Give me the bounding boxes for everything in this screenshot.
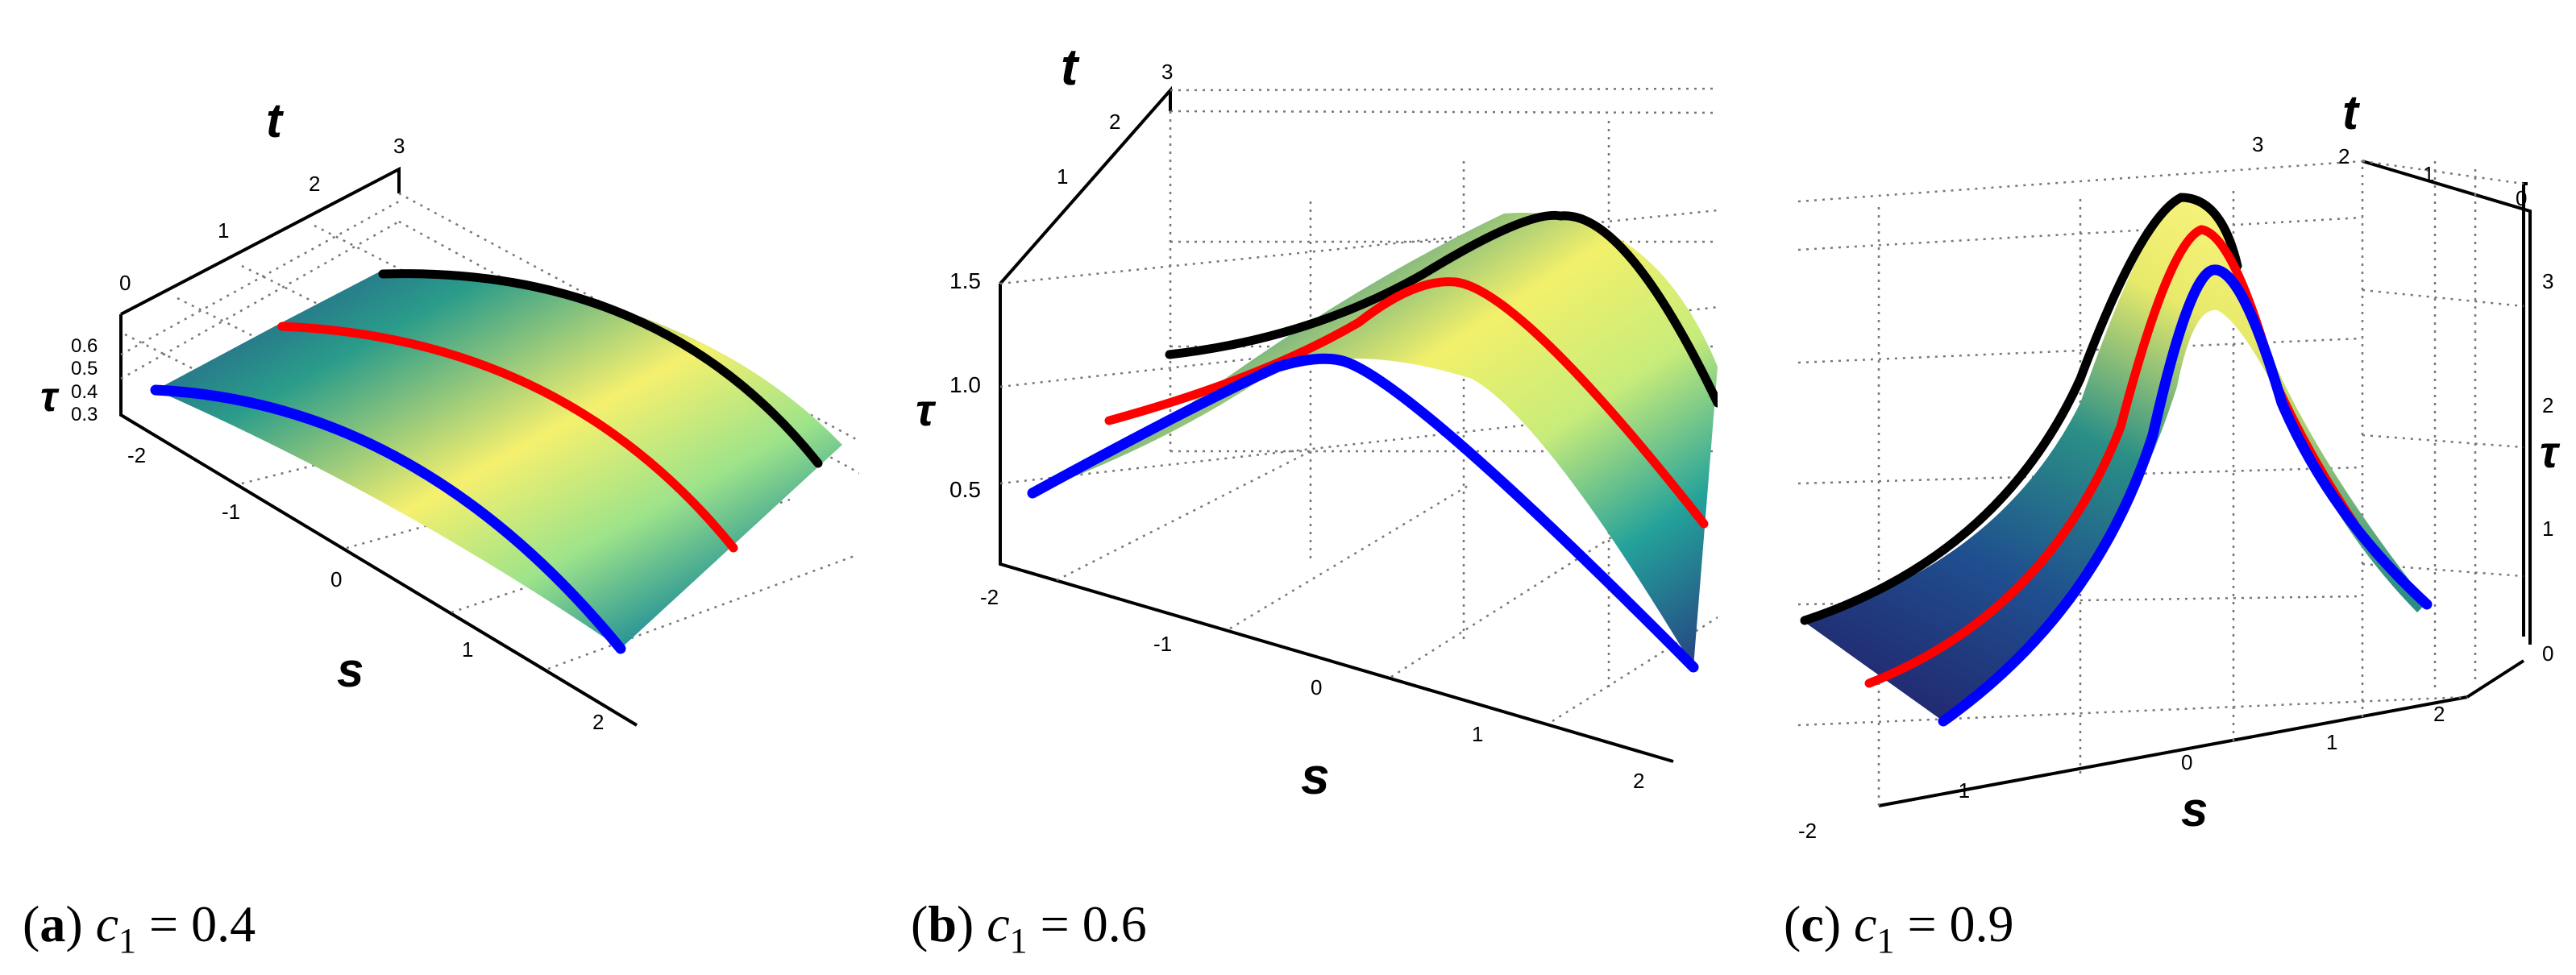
y-tick-label: 1 bbox=[1057, 164, 1068, 189]
z-ticks-b: 1.5 1.0 0.5 bbox=[949, 268, 981, 502]
caption-sub: 1 bbox=[118, 920, 137, 960]
z-tick-label: 0.5 bbox=[71, 358, 98, 380]
x-tick-label: 1 bbox=[2326, 730, 2337, 754]
surface-plot-b: -2 -1 0 1 2 1 2 3 1.5 1.0 0.5 s t τ bbox=[916, 38, 1718, 805]
caption-value: 0.9 bbox=[1949, 895, 2014, 952]
x-tick-label: 1 bbox=[462, 637, 473, 662]
z-tick-label: 0.6 bbox=[71, 335, 98, 357]
axis-label-tau: τ bbox=[2540, 426, 2561, 477]
axis-label-t: t bbox=[266, 93, 285, 147]
y-ticks-c: 3 2 1 0 bbox=[2252, 132, 2527, 210]
x-tick-label: -2 bbox=[980, 585, 999, 609]
caption-a: (a) c1 = 0.4 bbox=[23, 895, 256, 960]
x-tick-label: -1 bbox=[222, 500, 240, 524]
z-tick-label: 0.4 bbox=[71, 381, 98, 403]
x-tick-label: -1 bbox=[1153, 632, 1172, 656]
x-tick-label: 0 bbox=[330, 567, 342, 591]
curve-red-a bbox=[277, 322, 738, 553]
axis-label-tau: τ bbox=[40, 374, 60, 421]
z-ticks-a: 0.6 0.5 0.4 0.3 bbox=[71, 335, 98, 425]
y-tick-label: 1 bbox=[2423, 162, 2434, 186]
caption-value: 0.6 bbox=[1082, 895, 1147, 952]
caption-rel: = bbox=[136, 895, 192, 952]
z-tick-label: 0.3 bbox=[71, 404, 98, 425]
x-tick-label: 1 bbox=[1472, 722, 1483, 746]
x-tick-label: -1 bbox=[1951, 778, 1970, 803]
y-tick-label: 0 bbox=[2516, 186, 2527, 210]
caption-sub: 1 bbox=[1009, 920, 1028, 960]
y-tick-label: 2 bbox=[309, 172, 320, 196]
y-tick-label: 0 bbox=[119, 271, 131, 295]
x-tick-label: 0 bbox=[2181, 750, 2192, 774]
z-tick-label: 1.0 bbox=[949, 372, 981, 397]
caption-c: (c) c1 = 0.9 bbox=[1784, 895, 2014, 960]
subfigure-a: -2 -1 0 1 2 0 1 2 3 0.6 0.5 0.4 0.3 s t … bbox=[0, 0, 859, 975]
surface-plot-a: -2 -1 0 1 2 0 1 2 3 0.6 0.5 0.4 0.3 s t … bbox=[40, 93, 859, 734]
curve-black-b bbox=[1165, 210, 1718, 408]
y-tick-label: 2 bbox=[1109, 110, 1120, 134]
axis-box-a bbox=[119, 166, 638, 727]
z-tick-label: 0 bbox=[2542, 641, 2553, 666]
axis-label-s: s bbox=[1301, 747, 1330, 805]
z-tick-label: 1.5 bbox=[949, 268, 981, 293]
axis-label-t: t bbox=[2342, 85, 2361, 139]
z-ticks-c: 3 2 1 0 bbox=[2542, 269, 2553, 666]
z-tick-label: 2 bbox=[2542, 393, 2553, 417]
gridlines-b bbox=[999, 87, 1718, 723]
caption-tag: b bbox=[928, 895, 957, 952]
caption-value: 0.4 bbox=[191, 895, 256, 952]
y-ticks-b: 1 2 3 bbox=[1057, 60, 1173, 189]
caption-tag: c bbox=[1801, 895, 1824, 952]
y-ticks-a: 0 1 2 3 bbox=[119, 134, 405, 295]
curve-black-c bbox=[1800, 193, 2242, 625]
surface-a bbox=[156, 270, 842, 649]
x-tick-label: 0 bbox=[1311, 675, 1322, 699]
x-ticks-b: -2 -1 0 1 2 bbox=[980, 585, 1644, 793]
caption-var: c bbox=[95, 895, 119, 952]
z-tick-label: 3 bbox=[2542, 269, 2553, 293]
y-tick-label: 3 bbox=[2252, 132, 2263, 156]
x-tick-label: -2 bbox=[127, 443, 146, 467]
curve-red-b bbox=[1104, 277, 1709, 529]
caption-sub: 1 bbox=[1876, 920, 1895, 960]
y-tick-label: 3 bbox=[1161, 60, 1173, 84]
curve-blue-a bbox=[150, 384, 626, 654]
caption-var: c bbox=[987, 895, 1010, 952]
curve-black-a bbox=[378, 269, 823, 468]
axis-label-s: s bbox=[2181, 782, 2208, 836]
y-tick-label: 2 bbox=[2338, 144, 2350, 168]
y-tick-label: 1 bbox=[218, 218, 229, 243]
x-tick-label: -2 bbox=[1798, 819, 1817, 843]
caption-b: (b) c1 = 0.6 bbox=[911, 895, 1147, 960]
caption-rel: = bbox=[1894, 895, 1950, 952]
x-tick-label: 2 bbox=[1633, 769, 1644, 793]
x-tick-label: 2 bbox=[592, 710, 604, 734]
curve-blue-b bbox=[1027, 353, 1699, 673]
curve-blue-c bbox=[1938, 264, 2433, 727]
axis-label-tau: τ bbox=[916, 384, 937, 435]
surface-b bbox=[1032, 212, 1718, 667]
caption-rel: = bbox=[1027, 895, 1082, 952]
y-tick-label: 3 bbox=[393, 134, 405, 158]
surface-plot-c: -2 -1 0 1 2 3 2 1 0 3 2 1 0 s t τ bbox=[1797, 85, 2561, 843]
z-tick-label: 0.5 bbox=[949, 477, 981, 502]
caption-tag: a bbox=[39, 895, 66, 952]
x-ticks-a: -2 -1 0 1 2 bbox=[127, 443, 604, 734]
subfigure-c: -2 -1 0 1 2 3 2 1 0 3 2 1 0 s t τ (c) c1… bbox=[1718, 0, 2576, 975]
axis-label-t: t bbox=[1061, 38, 1080, 96]
caption-var: c bbox=[1854, 895, 1877, 952]
surface-c bbox=[1802, 194, 2427, 721]
axis-label-s: s bbox=[337, 643, 364, 697]
x-ticks-c: -2 -1 0 1 2 bbox=[1798, 702, 2445, 843]
x-tick-label: 2 bbox=[2433, 702, 2445, 726]
subfigure-b: -2 -1 0 1 2 1 2 3 1.5 1.0 0.5 s t τ (b) … bbox=[859, 0, 1718, 975]
z-tick-label: 1 bbox=[2542, 517, 2553, 541]
